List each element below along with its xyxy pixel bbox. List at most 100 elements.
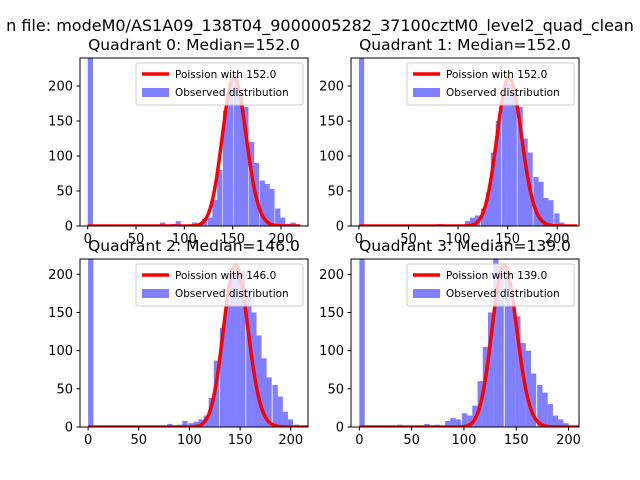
legend-bar-swatch <box>142 289 169 298</box>
histogram-bar <box>212 200 218 226</box>
x-tick-label: 150 <box>220 232 245 247</box>
figure-suptitle: n file: modeM0/AS1A09_138T04_9000005282_… <box>6 16 634 35</box>
histogram-bar <box>501 96 507 226</box>
histogram-bar <box>175 221 181 226</box>
legend-label-poisson: Poission with 139.0 <box>446 270 547 282</box>
histogram-bar <box>543 198 549 226</box>
histogram-bar <box>450 417 456 427</box>
histogram-bar <box>269 188 275 226</box>
histogram-bar <box>207 217 213 226</box>
legend-label-poisson: Poission with 152.0 <box>175 69 276 81</box>
histogram-bar <box>233 75 239 226</box>
histogram-bar <box>445 420 451 427</box>
histogram-bar <box>217 170 223 226</box>
histogram-bar <box>87 58 93 226</box>
plot-area <box>358 259 579 427</box>
y-tick-label: 50 <box>56 382 73 397</box>
histogram-bar <box>243 107 249 226</box>
legend: Poission with 152.0 Observed distribution <box>406 62 575 106</box>
histogram-bar <box>461 413 468 427</box>
y-tick-label: 100 <box>48 344 73 359</box>
x-tick-label: 50 <box>130 433 147 448</box>
legend-label-poisson: Poission with 146.0 <box>175 270 276 282</box>
histogram-bar <box>480 208 487 226</box>
axes-frame <box>79 57 309 227</box>
x-tick-label: 0 <box>355 232 363 247</box>
legend-label-observed: Observed distribution <box>175 87 289 99</box>
y-tick-label: 200 <box>48 80 73 95</box>
x-tick-label: 0 <box>355 433 363 448</box>
y-tick-label: 150 <box>319 115 344 130</box>
y-tick-label: 50 <box>327 185 344 200</box>
legend-label-observed: Observed distribution <box>175 288 289 300</box>
x-tick-label: 200 <box>278 433 303 448</box>
histogram-bar <box>358 58 365 226</box>
legend-frame <box>135 62 304 106</box>
histogram-bar <box>506 83 512 226</box>
histogram-bar <box>227 82 234 226</box>
legend-bar-swatch <box>142 88 169 97</box>
histogram-bar <box>537 385 543 427</box>
histogram-bar <box>533 177 539 226</box>
x-tick-label: 150 <box>504 433 529 448</box>
y-tick-label: 150 <box>48 306 73 321</box>
legend-frame <box>406 263 575 307</box>
histogram-bar <box>455 419 461 427</box>
histogram-bar <box>264 184 270 226</box>
subplot-title: Quadrant 1: Median=152.0 <box>359 36 571 54</box>
histogram-bar <box>548 200 554 226</box>
histogram-bar <box>498 266 504 427</box>
legend: Poission with 139.0 Observed distribution <box>406 263 575 307</box>
x-tick-label: 50 <box>128 232 145 247</box>
x-tick-label: 100 <box>177 433 202 448</box>
histogram-bar <box>182 420 188 427</box>
legend-label-observed: Observed distribution <box>446 87 560 99</box>
x-tick-label: 0 <box>84 433 92 448</box>
x-tick-label: 150 <box>228 433 253 448</box>
histogram-bar <box>287 419 294 427</box>
histogram-bar <box>193 421 199 427</box>
y-tick-label: 0 <box>336 421 344 436</box>
poisson-curve <box>358 263 579 427</box>
histogram-bar <box>509 304 516 427</box>
plot-area <box>358 58 578 226</box>
histogram-bar <box>563 423 569 427</box>
histogram-bar <box>515 316 521 427</box>
quadrant-0-chart: 0 50 100 150 200 0 50 100 150 200 Quadrant 0: Medi… <box>48 36 309 247</box>
histogram-bar <box>222 110 229 226</box>
subplot-title: Quadrant 0: Median=152.0 <box>88 36 300 54</box>
histogram-bar <box>467 415 473 427</box>
histogram-bar <box>485 192 492 226</box>
y-tick-label: 100 <box>48 150 73 165</box>
histogram-bar <box>490 152 497 226</box>
y-tick-label: 200 <box>319 268 344 283</box>
y-tick-label: 200 <box>319 80 344 95</box>
histogram-bar <box>554 213 560 226</box>
legend-bar-swatch <box>413 88 440 97</box>
histogram-bar <box>275 208 281 226</box>
y-tick-label: 0 <box>336 220 344 235</box>
axes-frame <box>350 258 580 428</box>
legend-frame <box>406 62 575 106</box>
y-tick-label: 50 <box>327 382 344 397</box>
histogram-bar <box>279 217 286 226</box>
histogram-bar <box>256 335 262 427</box>
x-tick-label: 200 <box>545 232 570 247</box>
y-tick-label: 100 <box>319 344 344 359</box>
x-tick-label: 50 <box>403 433 420 448</box>
histogram-bar <box>469 217 476 226</box>
histogram-bar <box>224 304 231 427</box>
histogram-bar <box>547 404 553 427</box>
histogram-bar <box>558 419 564 427</box>
x-tick-label: 0 <box>84 232 92 247</box>
subplot-title: Quadrant 3: Median=139.0 <box>359 237 571 255</box>
y-tick-label: 200 <box>48 268 73 283</box>
histogram-bar <box>238 93 244 226</box>
histogram-bar <box>495 121 501 226</box>
x-tick-label: 100 <box>446 232 471 247</box>
y-tick-label: 150 <box>48 115 73 130</box>
y-tick-label: 50 <box>56 185 73 200</box>
histogram-bar <box>229 278 236 427</box>
y-tick-label: 0 <box>65 421 73 436</box>
